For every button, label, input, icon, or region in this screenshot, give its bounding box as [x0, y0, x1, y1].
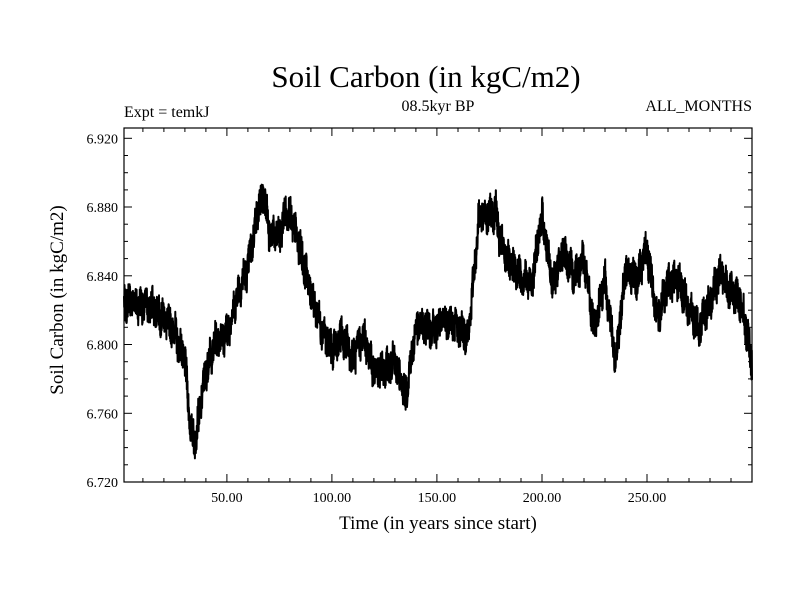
y-tick-label: 6.720: [87, 476, 119, 491]
plot-frame: [123, 127, 753, 483]
chart-title: Soil Carbon (in kgC/m2): [271, 59, 580, 94]
y-tick-label: 6.880: [87, 201, 119, 216]
x-tick-label: 150.00: [418, 491, 457, 506]
x-tick-label: 50.00: [211, 491, 243, 506]
chart-subtitle-center: 08.5kyr BP: [402, 98, 475, 115]
x-tick-label: 100.00: [313, 491, 352, 506]
chart-subtitle-left: Expt = temkJ: [124, 104, 209, 121]
x-axis: 50.00 100.00 150.00 200.00 250.00: [142, 128, 732, 506]
series-layer: [123, 183, 753, 460]
series-line: [123, 183, 753, 460]
y-tick-label: 6.840: [87, 270, 119, 285]
y-axis: 6.720 6.760 6.800 6.840 6.880 6.920: [87, 132, 752, 491]
y-tick-label: 6.920: [87, 132, 119, 147]
x-tick-label: 200.00: [523, 491, 562, 506]
y-tick-label: 6.800: [87, 339, 119, 354]
x-tick-label: 250.00: [628, 491, 667, 506]
chart-subtitle-right: ALL_MONTHS: [645, 98, 752, 115]
y-axis-label: Soil Carbon (in kgC/m2): [47, 205, 68, 394]
x-axis-label: Time (in years since start): [339, 513, 537, 534]
y-tick-label: 6.760: [87, 407, 119, 422]
